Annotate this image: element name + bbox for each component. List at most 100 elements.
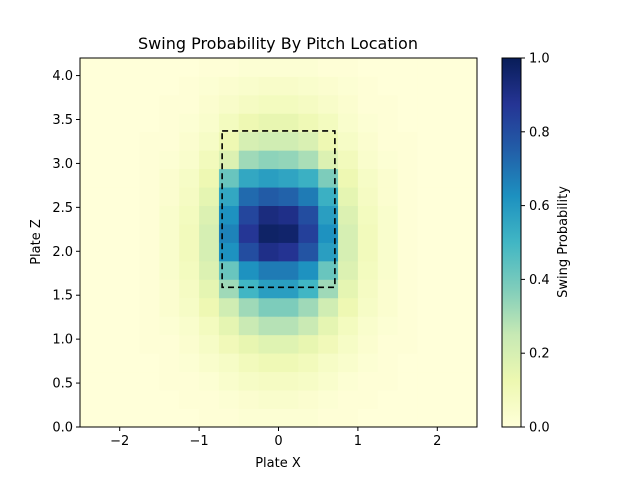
heatmap-cell <box>298 260 319 280</box>
heatmap-cell <box>119 168 140 188</box>
heatmap-cell <box>199 279 220 299</box>
heatmap-cell <box>199 353 220 373</box>
heatmap-cell <box>179 76 200 96</box>
heatmap-cell <box>80 94 101 114</box>
heatmap-cell <box>119 390 140 409</box>
heatmap-cell <box>199 224 220 243</box>
heatmap-cell <box>258 76 279 96</box>
heatmap-cell <box>397 187 418 206</box>
heatmap-cell <box>99 353 121 373</box>
heatmap-cell <box>258 260 279 280</box>
heatmap-cell <box>278 260 299 280</box>
heatmap-cell <box>417 242 438 262</box>
heatmap-cell <box>139 242 160 262</box>
heatmap-cell <box>80 205 101 225</box>
heatmap-cell <box>357 150 379 170</box>
heatmap-cell <box>159 334 180 354</box>
heatmap-cell <box>338 94 359 114</box>
heatmap-cell <box>80 131 101 151</box>
heatmap-cell <box>159 131 180 151</box>
heatmap-cell <box>357 76 379 96</box>
heatmap-cell <box>437 205 458 225</box>
heatmap-cell <box>278 131 299 151</box>
heatmap-cell <box>218 260 240 280</box>
heatmap-cell <box>99 371 121 391</box>
heatmap-cell <box>80 150 101 170</box>
heatmap-cell <box>338 371 359 391</box>
heatmap-cell <box>179 187 200 206</box>
heatmap-cell <box>179 408 200 428</box>
heatmap-cell <box>397 113 418 133</box>
colorbar-ticks: 0.0 0.2 0.4 0.6 0.8 1.0 <box>521 52 550 436</box>
heatmap-cell <box>159 94 180 114</box>
heatmap-cell <box>397 353 418 373</box>
colorbar-tick-label: 0.4 <box>529 273 550 288</box>
heatmap-cell <box>357 187 379 206</box>
heatmap-cell <box>218 371 240 391</box>
heatmap-cell <box>258 205 279 225</box>
heatmap-cell <box>159 371 180 391</box>
heatmap-cell <box>218 187 240 206</box>
heatmap-cell <box>119 205 140 225</box>
x-axis-label: Plate X <box>255 456 301 471</box>
heatmap-cell <box>338 390 359 409</box>
heatmap-cell <box>218 168 240 188</box>
heatmap-cell <box>298 113 319 133</box>
heatmap-cell <box>80 408 101 428</box>
heatmap-cell <box>80 316 101 336</box>
colorbar-label: Swing Probability <box>556 186 571 298</box>
heatmap-cell <box>159 242 180 262</box>
heatmap-cell <box>99 113 121 133</box>
heatmap-cell <box>139 316 160 336</box>
heatmap-cell <box>397 242 418 262</box>
heatmap-cell <box>318 168 339 188</box>
heatmap-cell <box>397 390 418 409</box>
heatmap-cell <box>119 260 140 280</box>
heatmap-cell <box>159 260 180 280</box>
heatmap-cell <box>99 242 121 262</box>
heatmap-cell <box>99 131 121 151</box>
heatmap-cell <box>159 279 180 299</box>
heatmap-cell <box>338 58 359 77</box>
heatmap-cell <box>417 408 438 428</box>
heatmap-cell <box>437 297 458 317</box>
heatmap-cell <box>298 390 319 409</box>
heatmap-cell <box>218 205 240 225</box>
heatmap-cell <box>457 224 478 243</box>
heatmap-cell <box>298 150 319 170</box>
heatmap-cell <box>417 113 438 133</box>
heatmap-cell <box>417 316 438 336</box>
heatmap-cell <box>199 131 220 151</box>
heatmap-cell <box>437 187 458 206</box>
heatmap-cell <box>377 371 398 391</box>
heatmap-cell <box>298 371 319 391</box>
heatmap-cell <box>278 168 299 188</box>
heatmap-cell <box>119 94 140 114</box>
heatmap-cell <box>298 224 319 243</box>
heatmap-cell <box>298 131 319 151</box>
heatmap-cell <box>218 224 240 243</box>
heatmap-cell <box>199 76 220 96</box>
heatmap-cell <box>377 408 398 428</box>
heatmap-cell <box>397 260 418 280</box>
heatmap-cell <box>119 58 140 77</box>
heatmap-cell <box>457 334 478 354</box>
heatmap-cell <box>258 113 279 133</box>
heatmap-cell <box>119 371 140 391</box>
heatmap-cell <box>338 150 359 170</box>
heatmap-cell <box>417 76 438 96</box>
heatmap-cell <box>218 242 240 262</box>
heatmap-cell <box>417 279 438 299</box>
heatmap-cell <box>139 371 160 391</box>
heatmap-cell <box>139 408 160 428</box>
heatmap-cell <box>357 390 379 409</box>
heatmap-cell <box>318 371 339 391</box>
heatmap-cell <box>159 408 180 428</box>
x-axis-ticks: −2 −1 0 1 2 <box>110 427 441 449</box>
heatmap-cell <box>179 279 200 299</box>
heatmap-cell <box>99 279 121 299</box>
heatmap-cell <box>258 131 279 151</box>
heatmap-cell <box>199 334 220 354</box>
heatmap-cell <box>298 334 319 354</box>
heatmap-cell <box>238 76 260 96</box>
